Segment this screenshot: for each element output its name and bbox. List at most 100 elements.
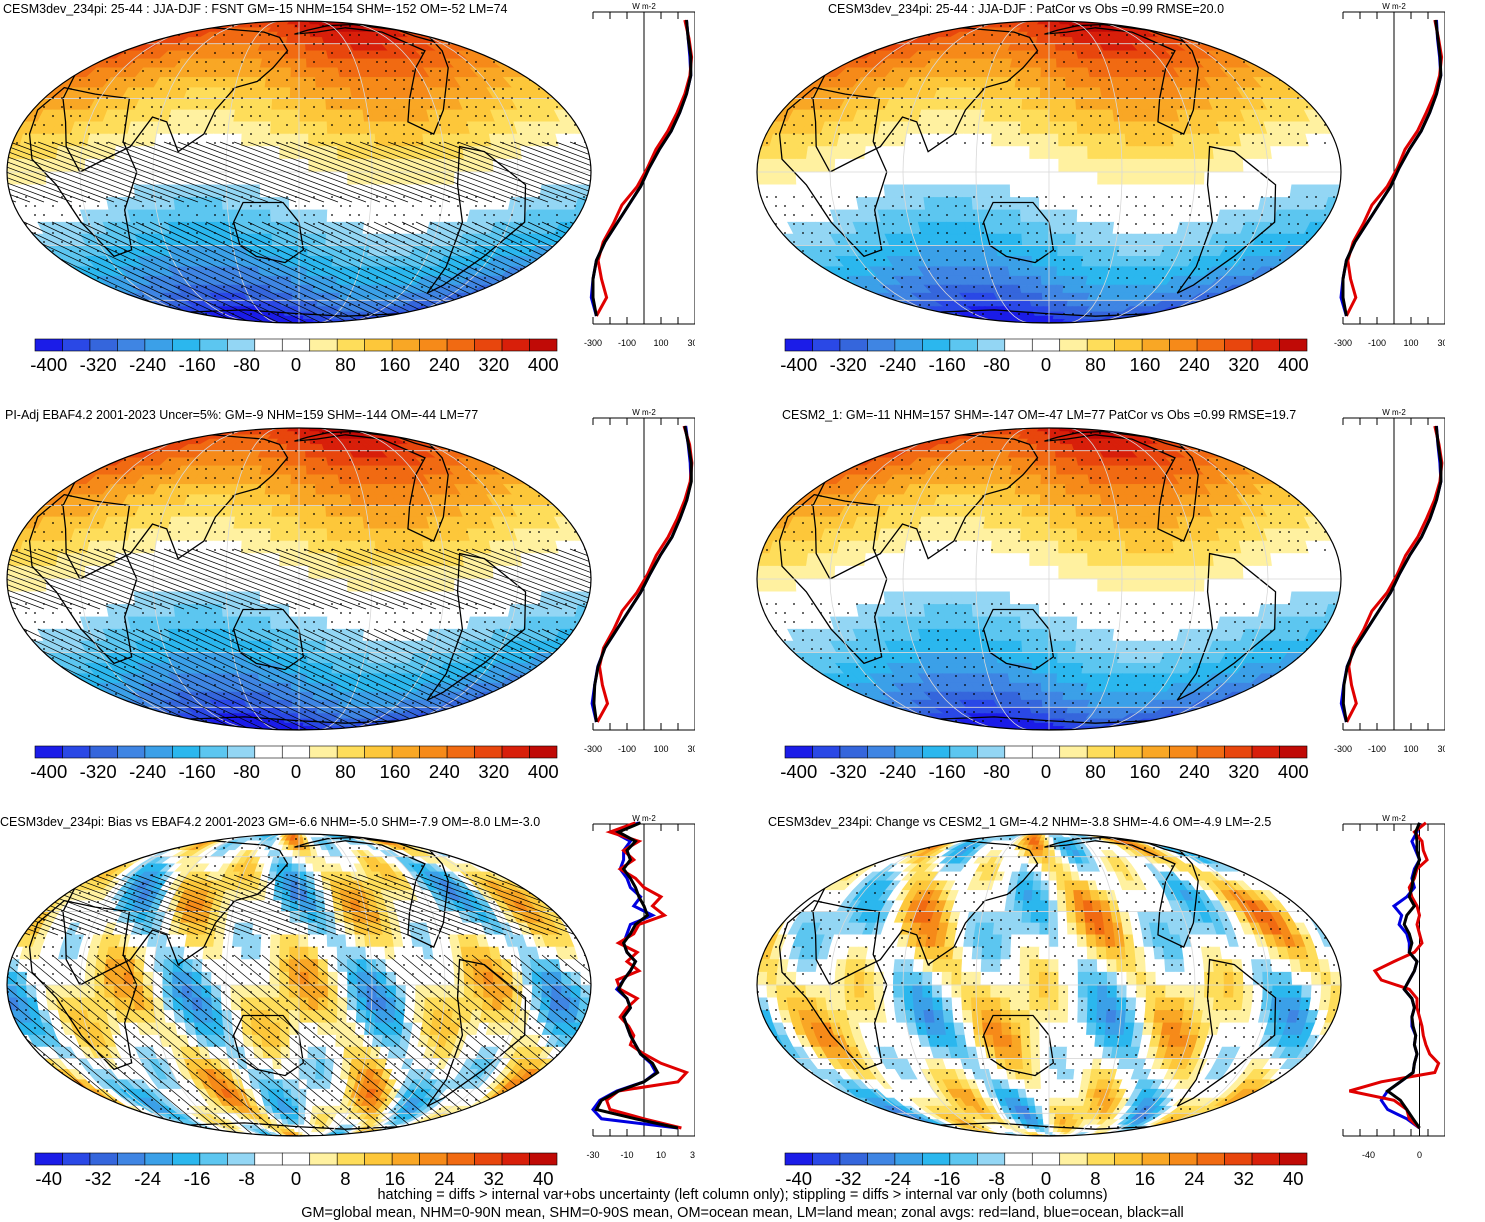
colorbar-swatch — [1060, 1153, 1087, 1165]
colorbar-swatch — [977, 339, 1004, 351]
colorbar-swatch — [1087, 339, 1114, 351]
colorbar-swatch — [785, 1153, 812, 1165]
colorbar-tick-label: 40 — [533, 1168, 554, 1189]
zonal-average-plot: W m-2-30-10103060N30N030S60S — [575, 812, 695, 1184]
colorbar-tick-label: -400 — [780, 354, 817, 375]
colorbar-swatch — [1005, 746, 1032, 758]
colorbar-tick-label: -400 — [30, 761, 67, 782]
colorbar-tick-label: -400 — [780, 761, 817, 782]
zonal-xtick-label: 300 — [687, 338, 695, 348]
zonal-average-plot: W m-2-300-10010030060N30N030S60S — [1325, 406, 1445, 778]
panel-title: CESM3dev_234pi: Bias vs EBAF4.2 2001-202… — [0, 815, 540, 829]
zonal-average-plot: W m-2-300-10010030060N30N030S60S — [575, 406, 695, 778]
colorbar-swatch — [1225, 1153, 1252, 1165]
colorbar-swatch — [1197, 746, 1224, 758]
colorbar-swatch — [62, 746, 89, 758]
colorbar-swatch — [255, 1153, 282, 1165]
colorbar-tick-label: 32 — [1234, 1168, 1255, 1189]
zonal-xtick-label: -30 — [586, 1150, 599, 1160]
colorbar-tick-label: -24 — [134, 1168, 161, 1189]
colorbar-swatch — [200, 339, 227, 351]
colorbar-tick-label: -240 — [879, 761, 916, 782]
colorbar-swatch — [145, 746, 172, 758]
colorbar-swatch — [1032, 339, 1059, 351]
zonal-unit-label: W m-2 — [632, 814, 656, 823]
colorbar-swatch — [840, 1153, 867, 1165]
colorbar-tick-label: -80 — [233, 761, 260, 782]
colorbar-swatch — [90, 339, 117, 351]
colorbar-swatch — [1280, 339, 1307, 351]
colorbar-swatch — [977, 746, 1004, 758]
colorbar-swatch — [420, 339, 447, 351]
colorbar-swatch — [35, 746, 62, 758]
colorbar-tick-label: -16 — [184, 1168, 211, 1189]
colorbar-swatch — [840, 339, 867, 351]
colorbar-tick-label: -320 — [80, 761, 117, 782]
colorbar-swatch — [35, 1153, 62, 1165]
colorbar-tick-label: 320 — [478, 761, 509, 782]
colorbar-tick-label: 240 — [429, 761, 460, 782]
zonal-xtick-label: 100 — [653, 338, 668, 348]
footer-note-legend: GM=global mean, NHM=0-90N mean, SHM=0-90… — [0, 1205, 1485, 1222]
zonal-xtick-label: -10 — [620, 1150, 633, 1160]
colorbar-tick-label: 400 — [528, 354, 559, 375]
colorbar-swatch — [922, 1153, 949, 1165]
colorbar-swatch — [812, 746, 839, 758]
colorbar-tick-label: -320 — [80, 354, 117, 375]
colorbar-tick-label: 80 — [335, 761, 356, 782]
colorbar-tick-label: -24 — [884, 1168, 911, 1189]
colorbar-tick-label: -8 — [988, 1168, 1004, 1189]
colorbar-swatch — [950, 1153, 977, 1165]
colorbar-tick-label: 0 — [291, 1168, 301, 1189]
zonal-line-ocean — [1341, 20, 1441, 316]
zonal-line-ocean — [592, 426, 691, 722]
colorbar-swatch — [1115, 1153, 1142, 1165]
zonal-xtick-label: -100 — [618, 338, 636, 348]
colorbar-swatch — [310, 339, 337, 351]
zonal-line-all — [594, 426, 691, 722]
colorbar-swatch — [447, 1153, 474, 1165]
colorbar-swatch — [282, 746, 309, 758]
colorbar-swatch — [117, 1153, 144, 1165]
colorbar-swatch — [62, 339, 89, 351]
colorbar-swatch — [950, 339, 977, 351]
colorbar-tick-label: 160 — [1129, 354, 1160, 375]
colorbar-swatch — [1060, 746, 1087, 758]
colorbar-swatch — [392, 746, 419, 758]
colorbar-tick-label: 240 — [1179, 354, 1210, 375]
zonal-line-all — [1388, 823, 1420, 1128]
colorbar-tick-label: -8 — [238, 1168, 254, 1189]
colorbar-swatch — [365, 1153, 392, 1165]
colorbar-swatch — [475, 746, 502, 758]
zonal-xtick-label: -300 — [1334, 338, 1352, 348]
colorbar-tick-label: -320 — [830, 354, 867, 375]
colorbar-tick-label: -40 — [35, 1168, 62, 1189]
colorbar-tick-label: 240 — [429, 354, 460, 375]
colorbar-tick-label: -160 — [179, 761, 216, 782]
colorbar-swatch — [310, 746, 337, 758]
zonal-xtick-label: 30 — [690, 1150, 695, 1160]
colorbar-tick-label: 400 — [1278, 354, 1309, 375]
colorbar-swatch — [447, 746, 474, 758]
world-map — [2, 425, 596, 733]
colorbar-tick-label: -240 — [129, 354, 166, 375]
colorbar-tick-label: -80 — [983, 761, 1010, 782]
colorbar-swatch — [172, 746, 199, 758]
colorbar-swatch — [282, 1153, 309, 1165]
colorbar-swatch — [1225, 746, 1252, 758]
zonal-xtick-label: 300 — [1437, 744, 1445, 754]
colorbar-swatch — [365, 339, 392, 351]
colorbar-swatch — [950, 746, 977, 758]
zonal-line-land — [597, 426, 692, 722]
zonal-unit-label: W m-2 — [632, 2, 656, 11]
colorbar-swatch — [1142, 339, 1169, 351]
zonal-line-all — [1343, 426, 1441, 722]
colorbar-swatch — [1005, 1153, 1032, 1165]
zonal-xtick-label: 0 — [1417, 1150, 1422, 1160]
zonal-xtick-label: -300 — [584, 744, 602, 754]
footer-note-hatching: hatching = diffs > internal var+obs unce… — [0, 1187, 1485, 1204]
zonal-average-plot: W m-2-300-10010030060N30N030S60S — [1325, 0, 1445, 372]
colorbar-tick-label: -80 — [983, 354, 1010, 375]
